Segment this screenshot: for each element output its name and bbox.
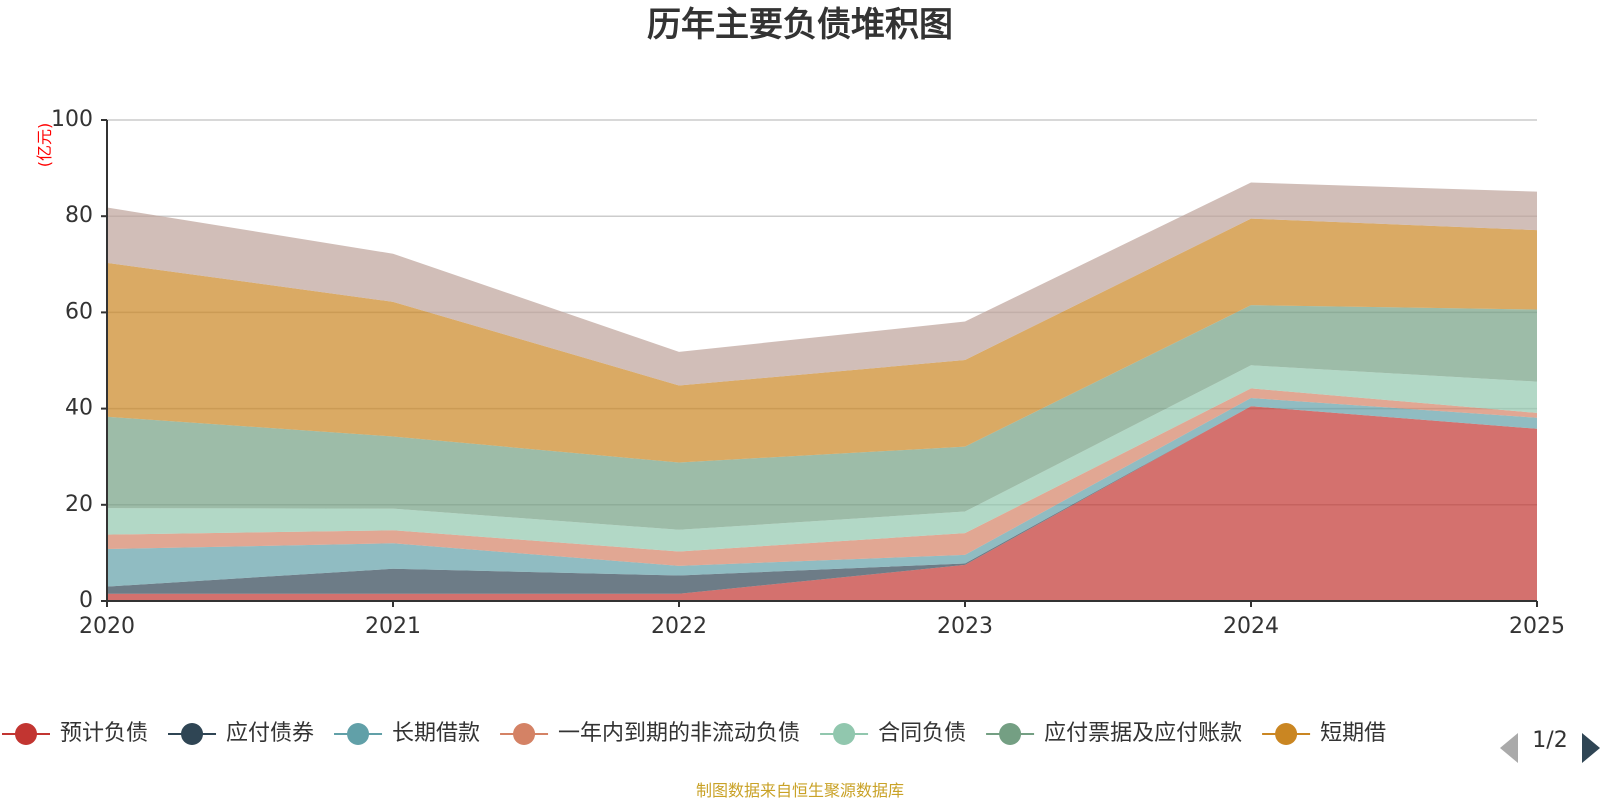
chart-title: 历年主要负债堆积图 (647, 5, 953, 45)
x-tick-label: 2024 (1223, 614, 1279, 639)
legend-label: 短期借 (1320, 721, 1386, 746)
legend-next-page-icon[interactable] (1582, 733, 1600, 763)
area-长期借款 (107, 398, 1537, 587)
axes (106, 120, 1537, 602)
legend-prev-page-icon[interactable] (1500, 733, 1518, 763)
legend-marker-icon (347, 723, 370, 745)
y-tick-label: 0 (79, 588, 93, 613)
area-其他 (107, 182, 1537, 386)
area-预计负债 (107, 406, 1537, 601)
legend-label: 应付债券 (226, 721, 314, 746)
legend-item[interactable]: 合同负债 (820, 721, 966, 746)
y-axis-unit-label: (亿元) (35, 123, 54, 168)
legend-marker-icon (1275, 723, 1298, 745)
legend-marker-icon (833, 723, 856, 745)
legend-label: 预计负债 (60, 721, 148, 746)
y-tick-label: 20 (65, 492, 93, 517)
legend-pager: 1/2 (1500, 728, 1600, 763)
legend-marker-icon (15, 723, 37, 745)
y-tick-label: 60 (65, 299, 93, 324)
legend-item[interactable]: 一年内到期的非流动负债 (500, 721, 800, 746)
x-tick-label: 2020 (79, 614, 135, 639)
area-应付票据及应付账款 (107, 305, 1537, 530)
legend-page-indicator: 1/2 (1532, 728, 1567, 753)
y-tick-label: 80 (65, 203, 93, 228)
area-合同负债 (107, 365, 1537, 552)
legend-item[interactable]: 应付票据及应付账款 (986, 721, 1242, 746)
y-tick-label: 40 (65, 396, 93, 421)
legend-label: 长期借款 (392, 721, 480, 746)
legend-item[interactable]: 长期借款 (334, 721, 480, 746)
legend: 预计负债 应付债券 长期借款 一年内到期的非流动负债 合同负债 应付票据及应付账款 短期借 (2, 721, 1386, 746)
legend-marker-icon (999, 723, 1022, 745)
x-axis-ticks: 2020 2021 2022 2023 2024 2025 (79, 601, 1565, 639)
legend-label: 应付票据及应付账款 (1044, 721, 1242, 746)
legend-marker-icon (513, 723, 536, 745)
area-layers (107, 182, 1537, 601)
legend-item[interactable]: 预计负债 (2, 721, 148, 746)
y-tick-label: 100 (51, 107, 93, 132)
x-tick-label: 2025 (1509, 614, 1565, 639)
area-短期借款 (107, 218, 1537, 463)
x-tick-label: 2021 (365, 614, 421, 639)
legend-marker-icon (181, 723, 204, 745)
y-axis-ticks: 0 20 40 60 80 100 (51, 107, 107, 613)
legend-item[interactable]: 应付债券 (168, 721, 314, 746)
legend-item[interactable]: 短期借 (1262, 721, 1386, 746)
legend-label: 合同负债 (878, 721, 966, 746)
legend-label: 一年内到期的非流动负债 (558, 721, 800, 746)
area-一年内到期的非流动负债 (107, 388, 1537, 566)
data-source-note: 制图数据来自恒生聚源数据库 (696, 781, 904, 800)
x-tick-label: 2022 (651, 614, 707, 639)
x-tick-label: 2023 (937, 614, 993, 639)
